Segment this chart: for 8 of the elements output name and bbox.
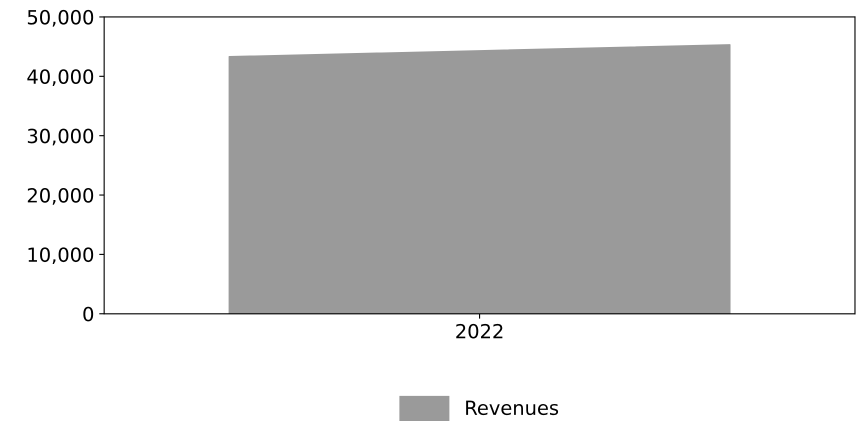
y-tick-label: 20,000 <box>28 188 94 205</box>
x-tick-label: 2022 <box>456 324 502 339</box>
y-tick-label: 30,000 <box>28 128 94 146</box>
y-tick-label: 50,000 <box>28 10 94 27</box>
legend-label: Revenues <box>466 400 558 416</box>
y-tick-label: 10,000 <box>28 247 94 264</box>
y-tick-label: 0 <box>83 306 94 322</box>
y-tick-label: 40,000 <box>27 69 94 86</box>
